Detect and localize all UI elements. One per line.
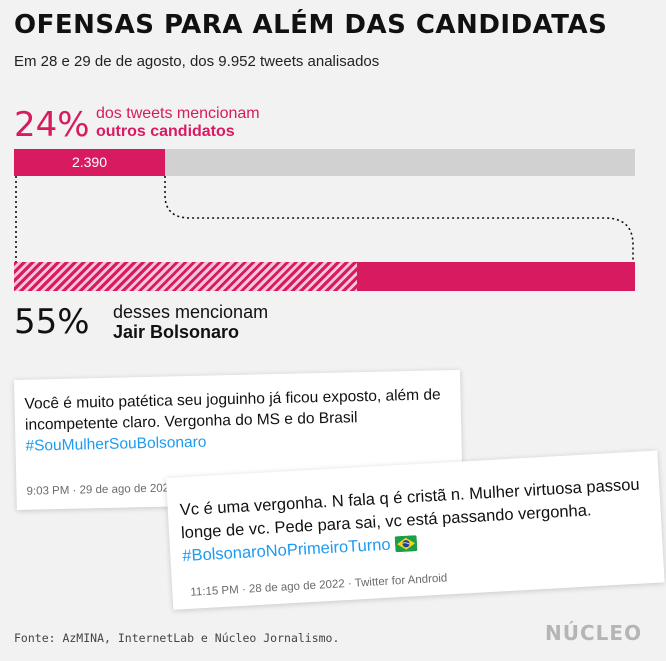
page-title: OFENSAS PARA ALÉM DAS CANDIDATAS [14, 10, 608, 40]
tweet-1-timestamp: 9:03 PM · 29 de ago de 2022 [26, 482, 176, 498]
source-note: Fonte: AzMINA, InternetLab e Núcleo Jorn… [14, 631, 340, 645]
tweet-1-hashtag[interactable]: #SouMulherSouBolsonaro [25, 433, 207, 455]
stat1-label: dos tweets mencionam outros candidatos [96, 105, 260, 141]
tweet-1-text: Você é muito patética seu joguinho já fi… [24, 386, 441, 455]
stat1-percent: 24% [14, 105, 90, 145]
tweet-2-text: Vc é uma vergonha. N fala q é cristã n. … [179, 475, 641, 566]
tweet-2-timestamp: 11:15 PM · 28 de ago de 2022 · Twitter f… [190, 572, 448, 599]
nucleo-logo: NÚCLEO [545, 621, 643, 645]
stat1-label-line2: outros candidatos [96, 123, 235, 140]
stat1-label-line1: dos tweets mencionam [96, 105, 260, 122]
stat2-label-line2: Jair Bolsonaro [113, 322, 240, 342]
other-candidates-bar-value: 2.390 [71, 154, 108, 170]
other-candidates-bar [14, 149, 165, 176]
stat2-percent: 55% [14, 302, 90, 342]
bolsonaro-mentions-hatched-bar [14, 262, 357, 291]
brazil-flag-icon [394, 535, 418, 559]
tweet-card-2: Vc é uma vergonha. N fala q é cristã n. … [166, 450, 665, 610]
stat2-label-line1: desses mencionam [113, 302, 269, 322]
page-subtitle: Em 28 e 29 de de agosto, dos 9.952 tweet… [14, 53, 380, 70]
stat2-label: desses mencionam Jair Bolsonaro [113, 302, 268, 342]
